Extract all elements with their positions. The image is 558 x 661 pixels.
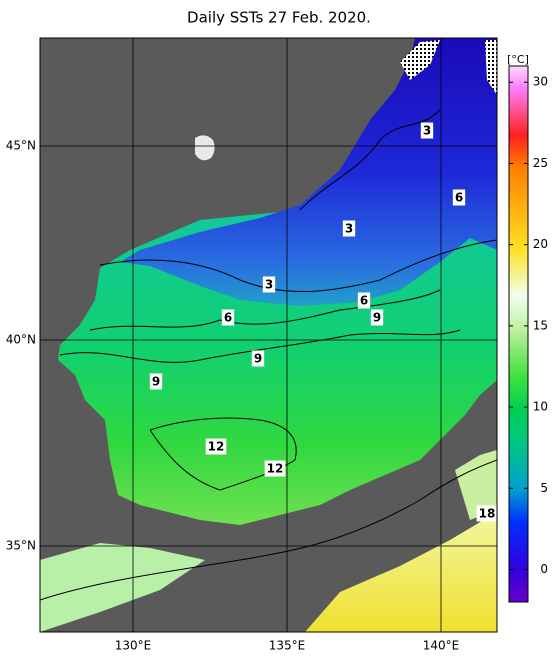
contour-label: 3: [265, 278, 273, 292]
contour-label-box: [251, 350, 265, 367]
contour-label: 9: [373, 311, 381, 325]
contour-label-box: [264, 460, 286, 477]
contour-label-box: [221, 309, 235, 326]
contour-label: 12: [267, 462, 284, 476]
lon-label: 135°E: [269, 639, 306, 653]
map-frame: [39, 37, 498, 633]
contour-label: 9: [152, 375, 160, 389]
title: Daily SSTs 27 Feb. 2020.: [187, 9, 371, 27]
contour-label: 9: [254, 352, 262, 366]
contour-label-box: [357, 292, 371, 309]
colorbar-tick-label: 15: [533, 318, 548, 332]
contour-label-box: [149, 373, 163, 390]
sea-strait: [40, 543, 205, 632]
colorbar-tick-label: 10: [533, 400, 548, 414]
lon-label: 130°E: [115, 639, 152, 653]
contours: [40, 109, 497, 601]
contour-label-box: [452, 189, 466, 206]
contour-label-box: [205, 438, 227, 455]
contour-label-box: [370, 309, 384, 326]
colorbar-tick-label: 25: [533, 156, 548, 170]
sea-ice: [400, 40, 440, 80]
contour-label: 6: [224, 311, 232, 325]
colorbar-tick-label: 5: [540, 481, 548, 495]
contour-label: 6: [360, 294, 368, 308]
colorbar-tick-label: 20: [533, 237, 548, 251]
lake: [195, 135, 215, 161]
sea-north: [120, 38, 497, 306]
lat-label: 35°N: [6, 539, 36, 553]
contour-label-box: [420, 122, 434, 139]
contour-label: 12: [208, 440, 225, 454]
colorbar-unit: [°C]: [507, 53, 529, 66]
sea-ice: [485, 40, 497, 95]
lat-label: 45°N: [6, 139, 36, 153]
contour-label-box: [262, 276, 276, 293]
contour-label: 18: [479, 507, 496, 521]
colorbar-tick-label: 0: [540, 562, 548, 576]
lat-label: 40°N: [6, 333, 36, 347]
colorbar-tick-label: 30: [533, 75, 548, 89]
contour-label: 6: [455, 191, 463, 205]
contour-label: 3: [423, 124, 431, 138]
lon-label: 140°E: [423, 639, 460, 653]
contour-label-box: [476, 505, 497, 522]
sea-east-japan: [455, 450, 497, 520]
contour-label-box: [342, 220, 356, 237]
colorbar: [508, 65, 529, 603]
graticule: [40, 38, 497, 632]
contour-label: 3: [345, 222, 353, 236]
sea-pacific: [305, 512, 497, 632]
